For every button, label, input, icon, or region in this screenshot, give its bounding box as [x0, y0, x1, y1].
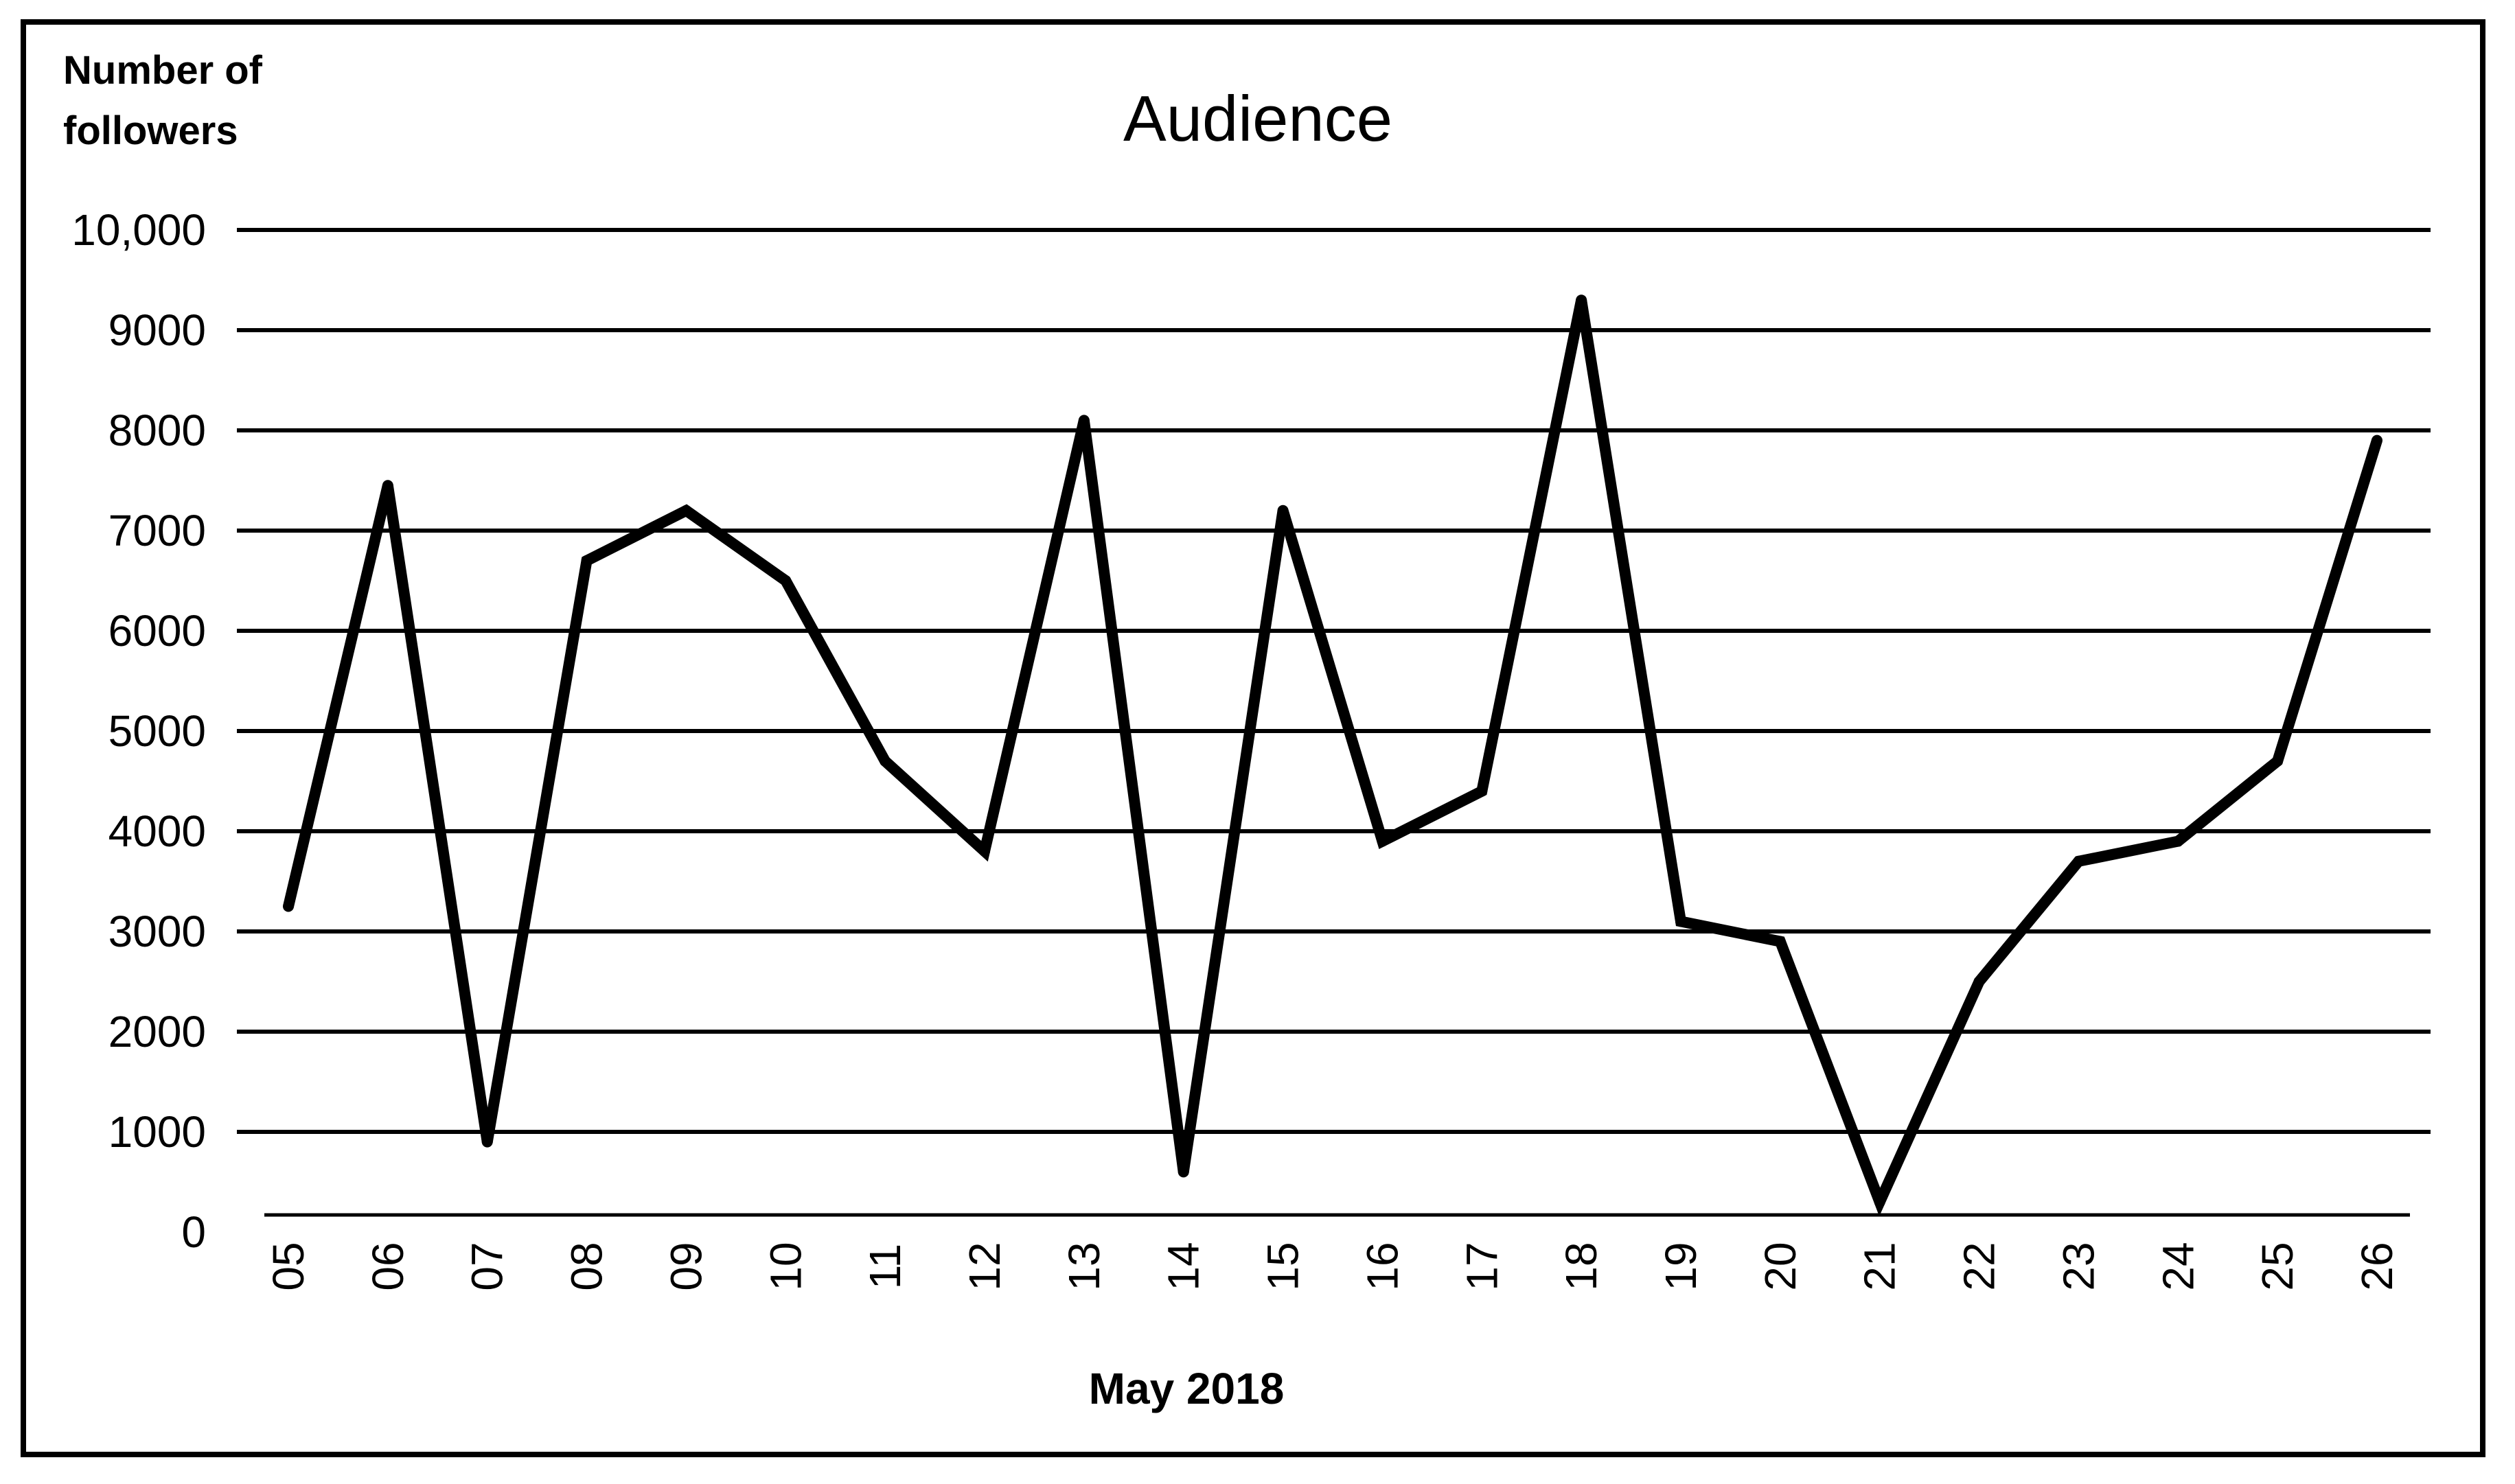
gridlines [237, 228, 2431, 1217]
x-tick-labels: 05 06 07 08 09 10 11 12 13 14 15 16 17 18 19 20 21 22 23 24… [264, 1242, 2402, 1290]
data-point [382, 480, 393, 491]
x-tick-label: 07 [463, 1242, 512, 1290]
x-tick-label: 05 [264, 1242, 313, 1290]
data-point [1675, 916, 1686, 927]
x-tick-label: 16 [1357, 1242, 1407, 1290]
y-tick-label: 2000 [108, 1007, 206, 1056]
x-tick-label: 19 [1656, 1242, 1706, 1290]
y-tick-label: 4000 [108, 807, 206, 856]
data-point [2073, 855, 2085, 867]
chart-title: Audience [1123, 82, 1392, 154]
x-tick-label: 14 [1159, 1242, 1208, 1290]
x-tick-label: 15 [1259, 1242, 1308, 1290]
data-point [1774, 936, 1786, 947]
x-tick-label: 21 [1855, 1242, 1905, 1290]
x-tick-label: 08 [562, 1242, 612, 1290]
y-tick-label: 10,000 [71, 205, 206, 255]
data-point [680, 505, 692, 516]
data-point [1377, 835, 1388, 847]
data-point [1576, 294, 1587, 306]
data-point [2172, 835, 2184, 847]
y-tick-label: 7000 [108, 506, 206, 555]
data-point [979, 846, 990, 857]
y-tick-label: 6000 [108, 606, 206, 656]
data-point [1973, 976, 1985, 987]
x-tick-label: 23 [2054, 1242, 2103, 1290]
y-axis-label-line-1: Number of [63, 48, 263, 93]
data-point [1476, 785, 1488, 797]
data-point [2372, 434, 2382, 446]
x-tick-label: 22 [1955, 1242, 2004, 1290]
data-point [1078, 415, 1090, 426]
y-tick-label: 9000 [108, 305, 206, 355]
x-tick-label: 20 [1756, 1242, 1805, 1290]
y-tick-label: 1000 [108, 1107, 206, 1157]
x-tick-label: 18 [1557, 1242, 1606, 1290]
data-point [1277, 505, 1289, 516]
y-tick-label: 8000 [108, 406, 206, 455]
x-tick-label: 13 [1059, 1242, 1109, 1290]
series-line [283, 299, 2382, 1217]
y-tick-label: 0 [181, 1207, 206, 1257]
x-tick-label: 24 [2153, 1242, 2203, 1290]
x-tick-label: 17 [1457, 1242, 1506, 1290]
x-tick-label: 12 [960, 1242, 1009, 1290]
series-layer [283, 294, 2382, 1217]
y-axis-label-line-2: followers [63, 108, 238, 153]
data-point [1874, 1196, 1885, 1208]
x-tick-label: 11 [860, 1244, 910, 1289]
x-axis-label: May 2018 [1089, 1364, 1285, 1413]
data-point [1178, 1166, 1189, 1178]
y-tick-label: 3000 [108, 907, 206, 956]
data-point [880, 755, 891, 767]
x-tick-label: 26 [2352, 1242, 2402, 1290]
x-tick-label: 06 [363, 1242, 413, 1290]
y-tick-labels: 0 1000 2000 3000 4000 5000 6000 7000 8000 9000 10,… [71, 205, 206, 1257]
x-tick-label: 10 [761, 1242, 810, 1290]
data-point [780, 575, 792, 586]
y-tick-label: 5000 [108, 706, 206, 756]
data-point [581, 555, 593, 566]
x-tick-label: 25 [2253, 1242, 2302, 1290]
x-tick-label: 09 [661, 1242, 711, 1290]
data-point [2272, 755, 2284, 767]
data-point [481, 1136, 493, 1148]
data-point [283, 901, 294, 912]
